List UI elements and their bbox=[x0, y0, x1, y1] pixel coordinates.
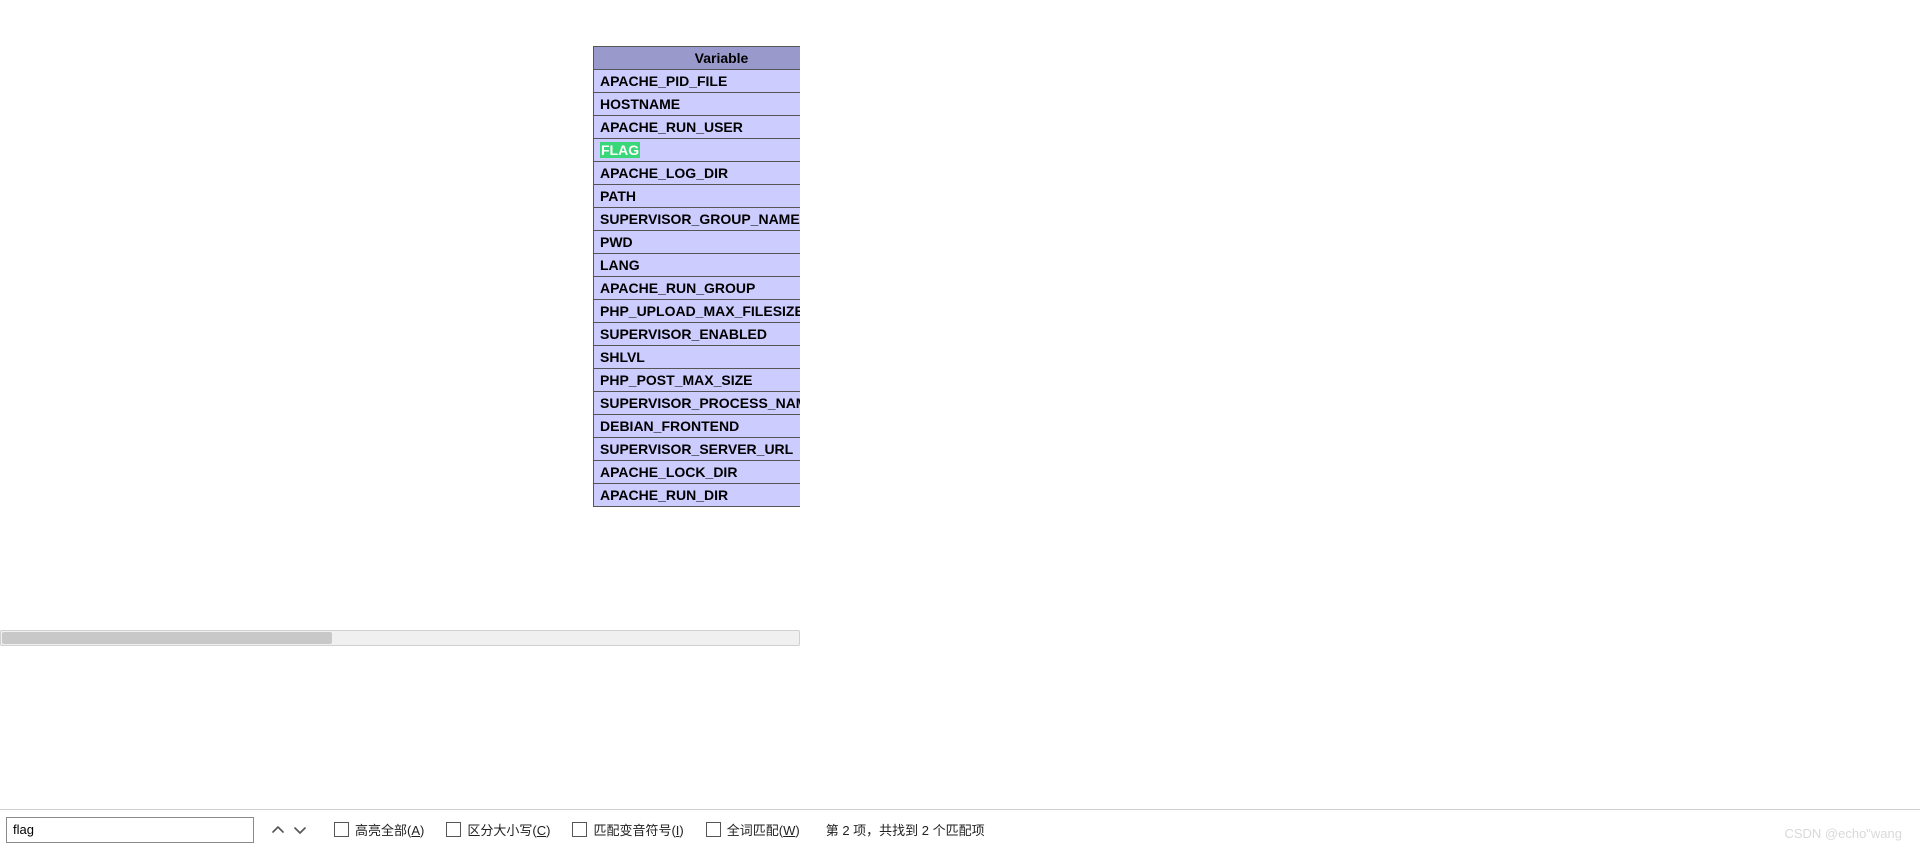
table-row: SUPERVISOR_GROUP_NAMEapache2 bbox=[594, 208, 801, 231]
find-option[interactable]: 匹配变音符号(I) bbox=[572, 820, 683, 839]
find-bar: 高亮全部(A) 区分大小写(C) 匹配变音符号(I) 全词匹配(W) 第 2 项，共找… bbox=[0, 809, 1920, 849]
table-row: APACHE_RUN_GROUPwww-data bbox=[594, 277, 801, 300]
cell-variable: SUPERVISOR_SERVER_URL bbox=[594, 438, 801, 461]
search-highlight: FLAG bbox=[600, 142, 640, 158]
find-option-label: 全词匹配(W) bbox=[727, 820, 800, 839]
horizontal-scrollbar[interactable] bbox=[0, 630, 800, 646]
cell-variable: SUPERVISOR_ENABLED bbox=[594, 323, 801, 346]
table-row: PHP_POST_MAX_SIZE10M bbox=[594, 369, 801, 392]
checkbox-icon[interactable] bbox=[446, 822, 461, 837]
table-row: SUPERVISOR_SERVER_URLunix:///var/run/sup… bbox=[594, 438, 801, 461]
cell-variable: SHLVL bbox=[594, 346, 801, 369]
table-row: SUPERVISOR_ENABLED1 bbox=[594, 323, 801, 346]
find-option-label: 高亮全部(A) bbox=[355, 820, 424, 839]
checkbox-icon[interactable] bbox=[572, 822, 587, 837]
find-option[interactable]: 全词匹配(W) bbox=[706, 820, 800, 839]
cell-variable: APACHE_RUN_DIR bbox=[594, 484, 801, 507]
cell-variable: PATH bbox=[594, 185, 801, 208]
page-title: Environment bbox=[0, 0, 800, 28]
find-input[interactable] bbox=[6, 817, 254, 843]
checkbox-icon[interactable] bbox=[334, 822, 349, 837]
find-prev-button[interactable] bbox=[268, 820, 288, 840]
find-option[interactable]: 区分大小写(C) bbox=[446, 820, 550, 839]
find-option-label: 区分大小写(C) bbox=[467, 820, 550, 839]
cell-variable: HOSTNAME bbox=[594, 93, 801, 116]
cell-variable: FLAG bbox=[594, 139, 801, 162]
cell-variable: PHP_UPLOAD_MAX_FILESIZE bbox=[594, 300, 801, 323]
find-next-button[interactable] bbox=[290, 820, 310, 840]
table-row: APACHE_RUN_DIR/var/run/apache2 bbox=[594, 484, 801, 507]
cell-variable: APACHE_LOCK_DIR bbox=[594, 461, 801, 484]
content-viewport: Environment Variable Value APACHE_PID_FI… bbox=[0, 0, 800, 630]
find-option-label: 匹配变音符号(I) bbox=[593, 820, 683, 839]
cell-variable: SUPERVISOR_GROUP_NAME bbox=[594, 208, 801, 231]
table-row: HOSTNAME62ff1fef5e054e84 bbox=[594, 93, 801, 116]
col-variable: Variable bbox=[594, 47, 801, 70]
table-row: FLAGNSSCTF{99e6494f-8bf3-4db3-9589-0ea98… bbox=[594, 139, 801, 162]
content-inner: Environment Variable Value APACHE_PID_FI… bbox=[0, 0, 800, 507]
cell-variable: APACHE_RUN_USER bbox=[594, 116, 801, 139]
cell-variable: DEBIAN_FRONTEND bbox=[594, 415, 801, 438]
table-row: APACHE_LOG_DIR/var/log/apache2 bbox=[594, 162, 801, 185]
cell-variable: APACHE_LOG_DIR bbox=[594, 162, 801, 185]
table-row: APACHE_RUN_USERwww-data bbox=[594, 116, 801, 139]
cell-variable: PHP_POST_MAX_SIZE bbox=[594, 369, 801, 392]
table-row: APACHE_LOCK_DIR/var/lock/apache2 bbox=[594, 461, 801, 484]
table-row: SUPERVISOR_PROCESS_NAMEapache2 bbox=[594, 392, 801, 415]
table-row: PWD/ bbox=[594, 231, 801, 254]
table-row: SHLVL0 bbox=[594, 346, 801, 369]
table-row: PATH/usr/local/sbin:/usr/local/bin:/usr/… bbox=[594, 185, 801, 208]
table-row: APACHE_PID_FILE/var/run/apache2/apache2.… bbox=[594, 70, 801, 93]
chevron-down-icon bbox=[294, 824, 306, 836]
environment-table: Variable Value APACHE_PID_FILE/var/run/a… bbox=[593, 46, 800, 507]
find-status: 第 2 项，共找到 2 个匹配项 bbox=[826, 820, 985, 839]
table-header-row: Variable Value bbox=[594, 47, 801, 70]
find-option[interactable]: 高亮全部(A) bbox=[334, 820, 424, 839]
cell-variable: PWD bbox=[594, 231, 801, 254]
chevron-up-icon bbox=[272, 824, 284, 836]
cell-variable: APACHE_RUN_GROUP bbox=[594, 277, 801, 300]
cell-variable: SUPERVISOR_PROCESS_NAME bbox=[594, 392, 801, 415]
cell-variable: APACHE_PID_FILE bbox=[594, 70, 801, 93]
table-row: PHP_UPLOAD_MAX_FILESIZE10M bbox=[594, 300, 801, 323]
cell-variable: LANG bbox=[594, 254, 801, 277]
table-row: DEBIAN_FRONTENDnoninteractive bbox=[594, 415, 801, 438]
checkbox-icon[interactable] bbox=[706, 822, 721, 837]
table-row: LANGC bbox=[594, 254, 801, 277]
horizontal-scrollbar-thumb[interactable] bbox=[2, 632, 332, 644]
